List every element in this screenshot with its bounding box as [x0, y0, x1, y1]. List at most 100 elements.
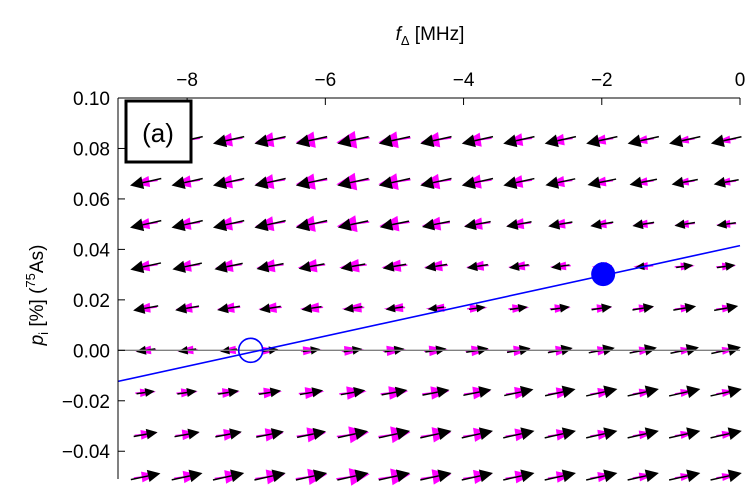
field-arrow-black — [710, 427, 742, 441]
field-arrow-black-head — [551, 261, 562, 271]
field-arrow-black-shaft — [184, 177, 203, 184]
field-arrow-black-shaft — [353, 306, 363, 309]
field-arrow-black-shaft — [676, 265, 685, 269]
vector-field-layer — [130, 130, 742, 486]
field-arrow-black — [337, 427, 368, 440]
field-arrow-black-shaft — [436, 306, 445, 309]
field-arrow-black-shaft — [266, 177, 286, 184]
field-arrow-black — [713, 176, 739, 188]
field-arrow-black — [133, 303, 159, 314]
field-arrow-black — [296, 427, 326, 440]
field-arrow-black — [710, 385, 742, 399]
field-arrow-black — [548, 219, 573, 230]
field-arrow-black-shaft — [710, 391, 730, 397]
field-arrow-black — [464, 218, 491, 231]
field-arrow-black-shaft — [378, 475, 398, 481]
field-arrow-black-head — [629, 176, 643, 189]
field-arrow-black-head — [130, 176, 145, 190]
plot-frame — [117, 97, 740, 479]
field-arrow-black-shaft — [461, 475, 481, 481]
field-arrow-black — [585, 427, 618, 441]
field-arrow-black — [175, 303, 200, 314]
field-arrow-black-head — [461, 176, 476, 190]
field-arrow-black-head — [603, 469, 618, 483]
field-arrow-black-head — [420, 134, 435, 148]
field-arrow-black-shaft — [308, 219, 328, 226]
field-arrow-black-head — [228, 387, 239, 398]
field-arrow-black-shaft — [518, 264, 529, 268]
field-arrow-black-shaft — [309, 263, 325, 268]
ticks-layer: −8 −6 −4 −2 0 0.10 0.08 0.06 0.04 0.02 0.00 −0.02 −0… — [62, 70, 745, 463]
field-arrow-black-head — [312, 427, 326, 440]
filled-point — [591, 262, 616, 287]
field-arrow-black-head — [395, 469, 411, 483]
field-arrow-black-head — [632, 219, 644, 230]
field-arrow-black — [378, 427, 411, 441]
field-arrow-black — [171, 218, 203, 232]
field-arrow-black-head — [545, 176, 560, 189]
field-arrow-black-shaft — [503, 475, 522, 481]
field-arrow-black — [587, 176, 617, 189]
x-tick-label: −8 — [176, 70, 198, 91]
field-arrow-black — [716, 262, 736, 271]
field-arrow-black — [427, 304, 445, 313]
field-arrow-black — [420, 427, 452, 441]
field-arrow-black-shaft — [474, 177, 494, 184]
field-arrow-black-shaft — [515, 135, 535, 142]
y-tick-label: −0.02 — [62, 392, 110, 413]
field-arrow-black-shaft — [642, 221, 655, 225]
field-arrow-black-head — [145, 428, 158, 440]
field-arrow-black — [591, 303, 612, 313]
x-tick-label: −6 — [314, 70, 336, 91]
y-tick-label: −0.04 — [62, 442, 111, 463]
field-arrow-black-head — [437, 427, 452, 441]
field-arrow-black-head — [229, 428, 242, 440]
field-arrow-black-head — [298, 261, 312, 273]
open-point — [237, 337, 264, 364]
field-arrow-black-shaft — [433, 220, 450, 226]
field-arrow-black-shaft — [504, 391, 522, 397]
field-arrow-black-head — [503, 134, 518, 148]
field-arrow-black — [130, 260, 162, 274]
field-arrow-black-shaft — [226, 262, 243, 268]
field-arrow-black-shaft — [585, 475, 605, 481]
x-tick-label: 0 — [735, 70, 746, 91]
field-arrow-black-head — [354, 469, 369, 483]
field-arrow-black — [212, 176, 245, 190]
x-axis-sub: Δ — [401, 33, 410, 48]
field-arrow-black — [381, 386, 408, 398]
field-arrow-black-head — [427, 304, 438, 313]
field-arrow-black — [585, 469, 618, 483]
field-arrow-black — [461, 176, 494, 190]
field-arrow-black-shaft — [225, 135, 245, 142]
field-arrow-black — [177, 387, 197, 397]
field-arrow-black — [629, 176, 658, 189]
field-arrow-black-shaft — [668, 432, 688, 439]
y-tick-label: 0.04 — [73, 240, 110, 261]
y-tick-label: 0.06 — [73, 190, 110, 211]
field-arrow-black-shaft — [212, 475, 232, 481]
field-arrow-black-shaft — [723, 136, 742, 142]
field-arrow-black — [174, 428, 200, 440]
field-arrow-black-head — [313, 469, 328, 483]
field-arrow-black-head — [343, 303, 354, 313]
field-arrow-black — [295, 176, 328, 190]
field-arrow-black-head — [214, 260, 228, 273]
field-arrow-black-head — [601, 303, 612, 313]
field-arrow-black — [503, 469, 535, 483]
field-arrow-black — [668, 385, 701, 399]
field-arrow-black — [298, 261, 325, 273]
field-arrow-black-shaft — [350, 220, 369, 226]
field-arrow-black — [420, 176, 452, 190]
field-arrow-black-shaft — [142, 219, 162, 226]
field-arrow-black-head — [506, 218, 519, 230]
field-arrow-black-head — [548, 219, 561, 230]
field-arrow-black-head — [269, 387, 282, 398]
field-arrow-black-shaft — [544, 475, 564, 481]
field-arrow-black-shaft — [509, 307, 519, 311]
field-arrow-black-shaft — [598, 135, 618, 142]
field-arrow-black-head — [175, 303, 188, 314]
field-arrow-black-shaft — [184, 219, 203, 226]
field-arrow-black-shaft — [174, 433, 189, 438]
